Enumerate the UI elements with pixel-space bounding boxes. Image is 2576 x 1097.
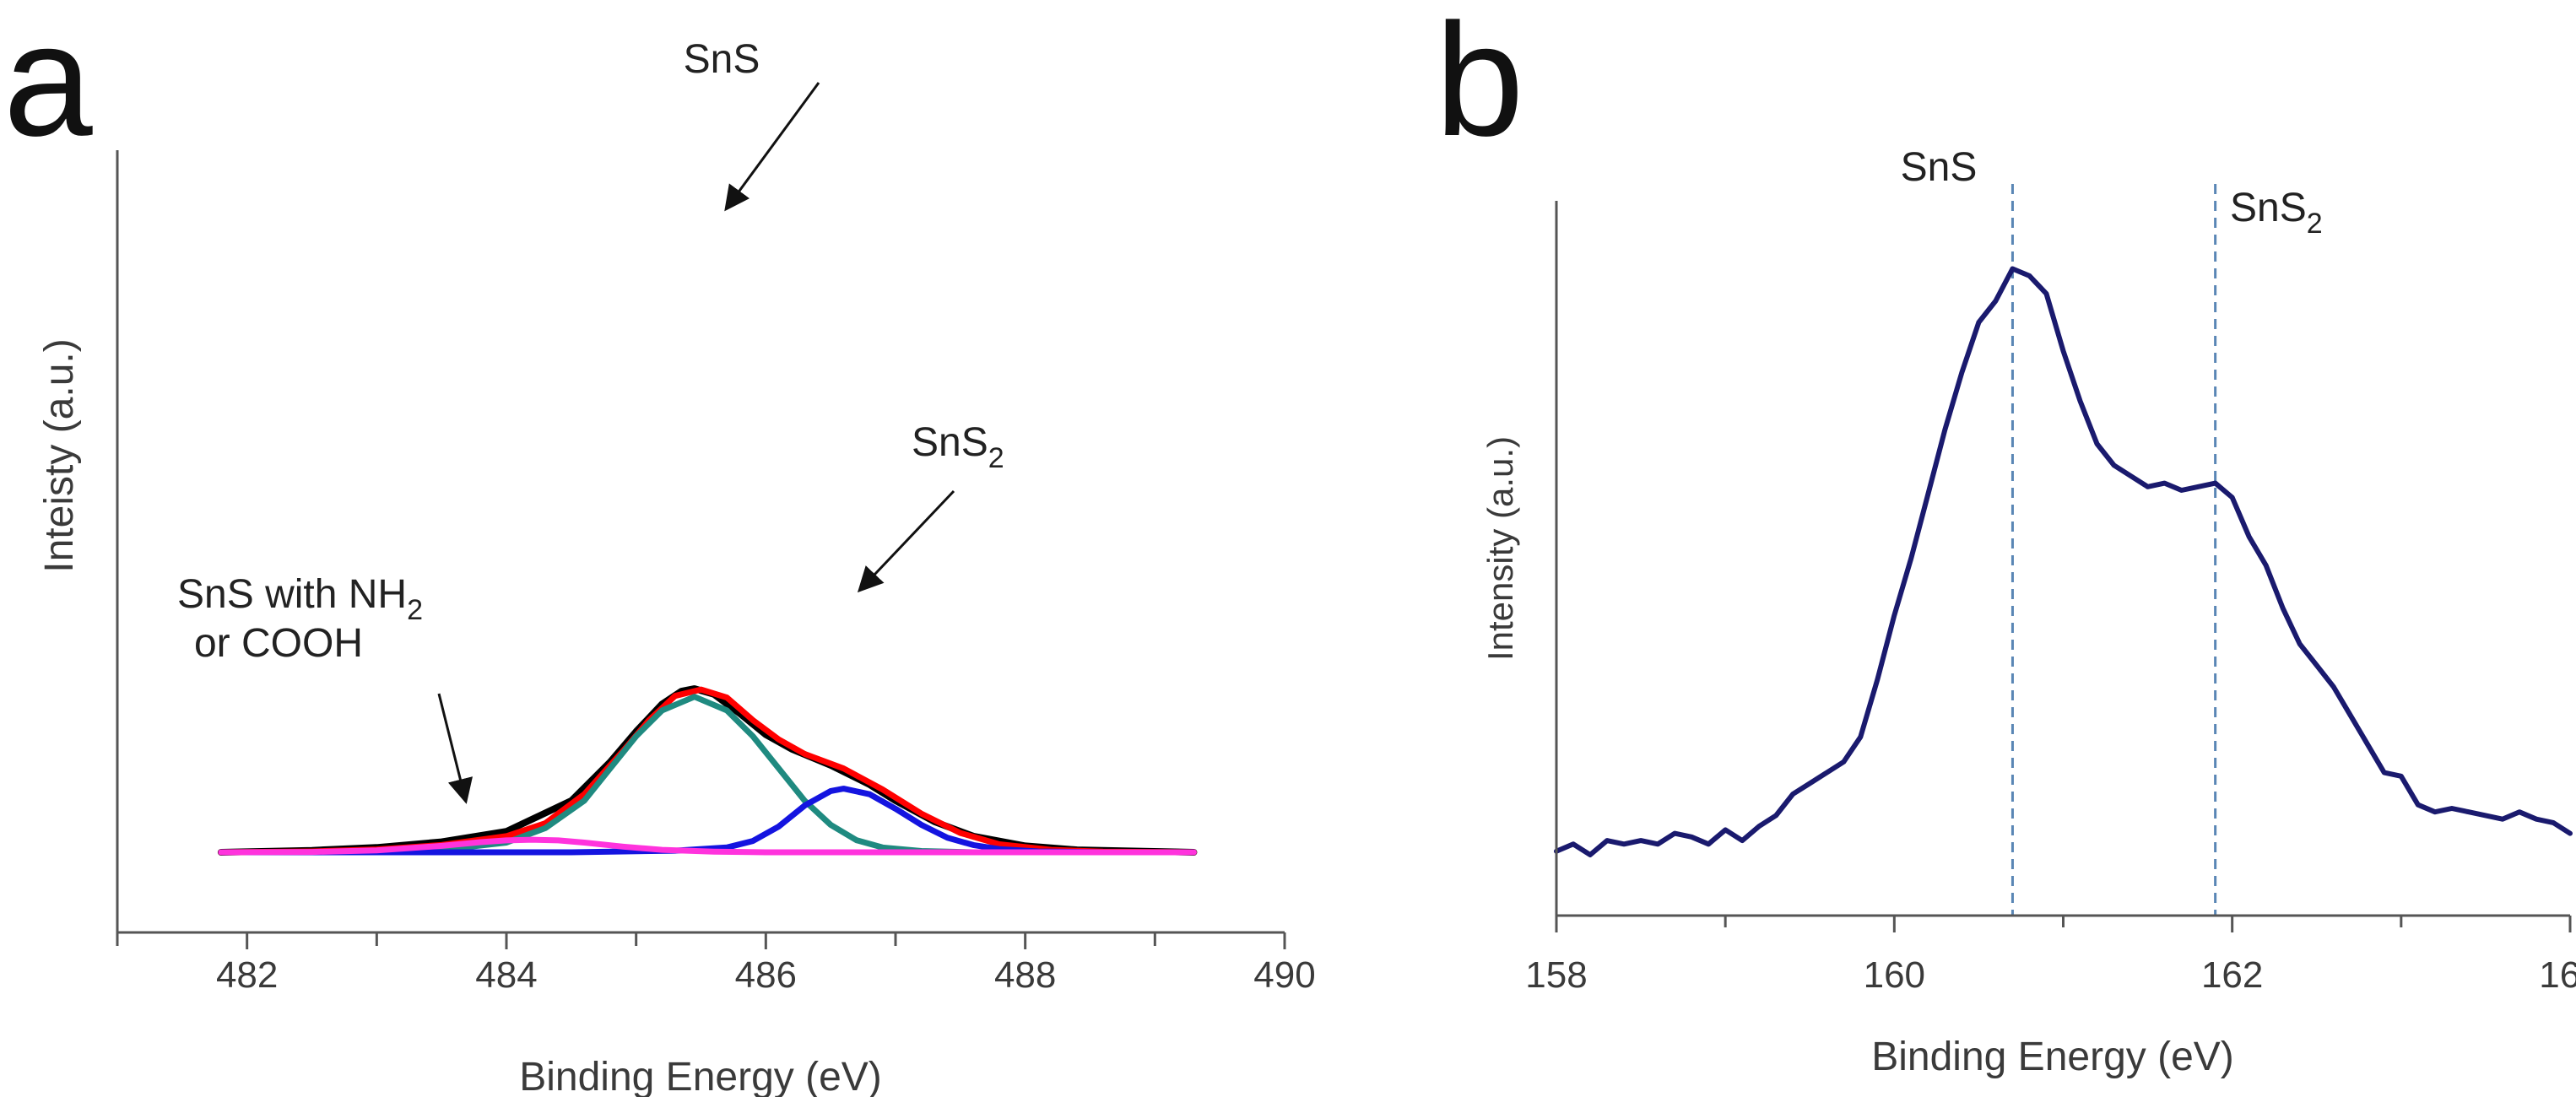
annotation-functional-main: SnS with NH [177,572,407,617]
a-x-tick-label-490: 490 [1253,954,1315,996]
b-x-tick-label-162: 162 [2201,954,2263,996]
a-series-functional_fit-line [218,836,1197,856]
panel-a-series-group [217,685,1198,856]
a-series-measured-line [217,685,1198,856]
panel-a-x-axis-title: Binding Energy (eV) [519,1055,882,1097]
a-series-sns_fit-line [322,694,1054,856]
annotation-sns-label: SnS [684,37,760,82]
panel-b-series-group [1554,266,2573,857]
a-x-tick-label-486: 486 [735,954,797,996]
annotation-sns-arrow [724,82,820,212]
a-series-envelope-line [218,686,1197,856]
a-x-tick-label-482: 482 [216,954,278,996]
panel-b-x-axis-title: Binding Energy (eV) [1871,1035,2234,1079]
b-x-tick-label-160: 160 [1864,954,1925,996]
a-x-tick-label-488: 488 [994,954,1056,996]
a-x-tick-label-484: 484 [475,954,537,996]
annotation-sns2-label: SnS2 [912,420,1004,474]
b-x-tick-label-164: 164 [2539,954,2576,996]
annotation-sns2-main: SnS [912,420,988,465]
annotation-functional-sub: 2 [407,594,423,626]
panel-b-y-axis-title: Intensity (a.u.) [1480,436,1520,661]
annotation-functional-line1: SnS with NH2 [177,572,423,626]
b-series-spectrum_b-line [1554,266,2573,857]
annotation-b-sns2-main: SnS [2230,186,2307,230]
panel-b-ticks-group: 158 160 162 164 [1525,916,2576,996]
annotation-sns2-sub: 2 [988,442,1004,474]
panel-a-letter: a [3,0,93,170]
annotation-b-sns2-label: SnS2 [2230,186,2323,240]
panel-b-letter: b [1435,0,1524,170]
annotation-functional-line2: or COOH [194,621,363,666]
annotation-sns2-arrow [857,489,955,593]
b-x-tick-label-158: 158 [1525,954,1587,996]
panel-a-ticks-group: 482 484 486 488 490 [116,932,1316,996]
panel-a-y-axis-title: Inteisty (a.u.) [37,338,82,572]
panel-a: a 482 484 486 488 490 Binding Energy (eV) In… [3,0,1316,1097]
annotation-functional-arrow [437,693,474,804]
panel-b: b 158 160 162 164 Binding Energy (eV) Inten… [1435,0,2576,1079]
panel-b-reference-lines [2010,184,2217,916]
annotation-b-sns-label: SnS [1901,145,1978,190]
annotation-b-sns2-sub: 2 [2307,208,2323,240]
